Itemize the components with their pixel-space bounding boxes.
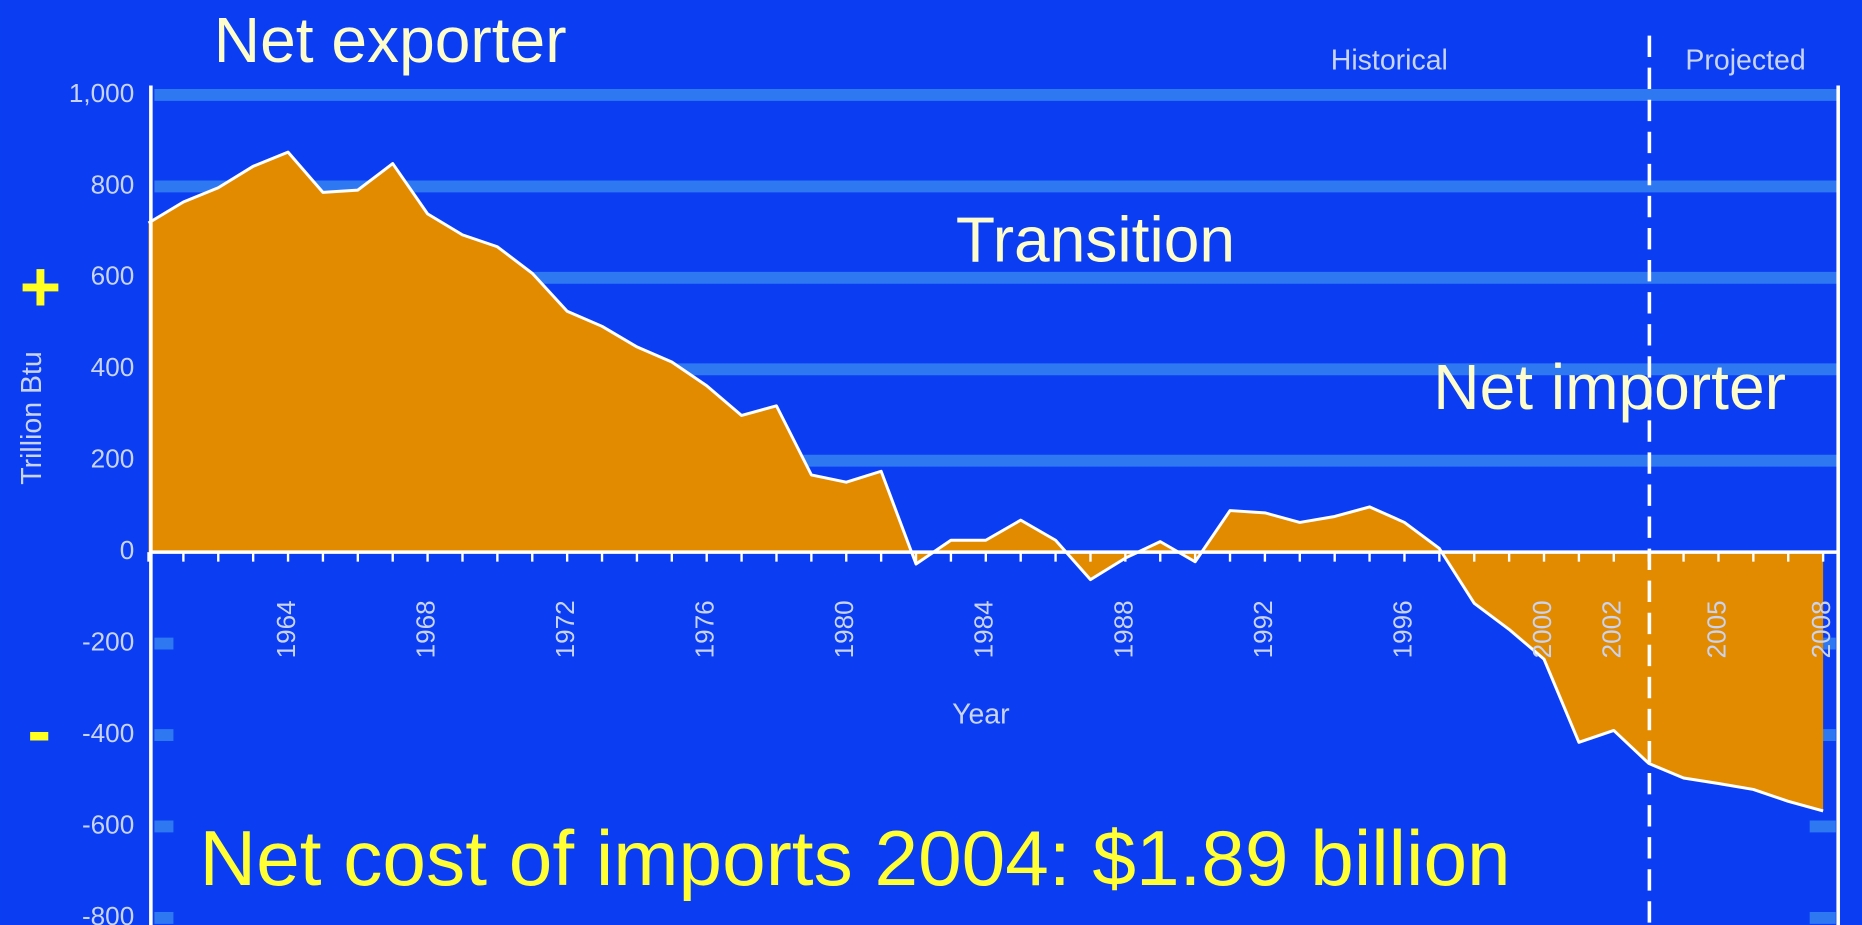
y-tick-label: -800 xyxy=(82,901,134,925)
x-tick-label: 1968 xyxy=(411,600,441,658)
projected-label: Projected xyxy=(1685,44,1805,76)
area xyxy=(148,152,1824,811)
y-axis-label: Trillion Btu xyxy=(16,351,48,485)
net-cost-label: Net cost of imports 2004: $1.89 billion xyxy=(200,814,1511,902)
x-tick-label: 1976 xyxy=(690,600,720,658)
transition-label: Transition xyxy=(956,204,1235,276)
x-axis-label: Year xyxy=(952,699,1010,731)
net-exporter-label: Net exporter xyxy=(214,4,567,76)
y-tick-label: -600 xyxy=(82,809,134,839)
historical-label: Historical xyxy=(1331,44,1448,76)
x-tick-label: 1972 xyxy=(550,600,580,658)
net-importer-label: Net importer xyxy=(1433,351,1786,423)
y-tick-label: 0 xyxy=(120,535,135,565)
y-tick-label: 1,000 xyxy=(69,78,134,108)
x-tick-label: 1980 xyxy=(829,600,859,658)
y-tick-label: 400 xyxy=(91,352,135,382)
x-tick-label: 1992 xyxy=(1248,600,1278,658)
x-tick-label: 2005 xyxy=(1701,600,1731,658)
x-tick-label: 1996 xyxy=(1387,600,1417,658)
y-tick-label: 800 xyxy=(91,169,135,199)
x-tick-label: 1988 xyxy=(1108,600,1138,658)
x-tick-label: 2002 xyxy=(1597,600,1627,658)
y-tick-label: 200 xyxy=(91,444,135,474)
area-outline xyxy=(147,150,1824,813)
minus-sign: - xyxy=(27,692,51,771)
x-tick-label: 2000 xyxy=(1527,600,1557,658)
y-tick-label: 600 xyxy=(91,261,135,291)
plot-layer xyxy=(147,150,1824,813)
plus-sign: + xyxy=(20,248,62,327)
x-tick-label: 2008 xyxy=(1806,600,1836,658)
y-tick-label: -400 xyxy=(82,718,134,748)
x-tick-label: 1984 xyxy=(969,600,999,658)
x-tick-label: 1964 xyxy=(271,600,301,658)
y-tick-label: -200 xyxy=(82,626,134,656)
